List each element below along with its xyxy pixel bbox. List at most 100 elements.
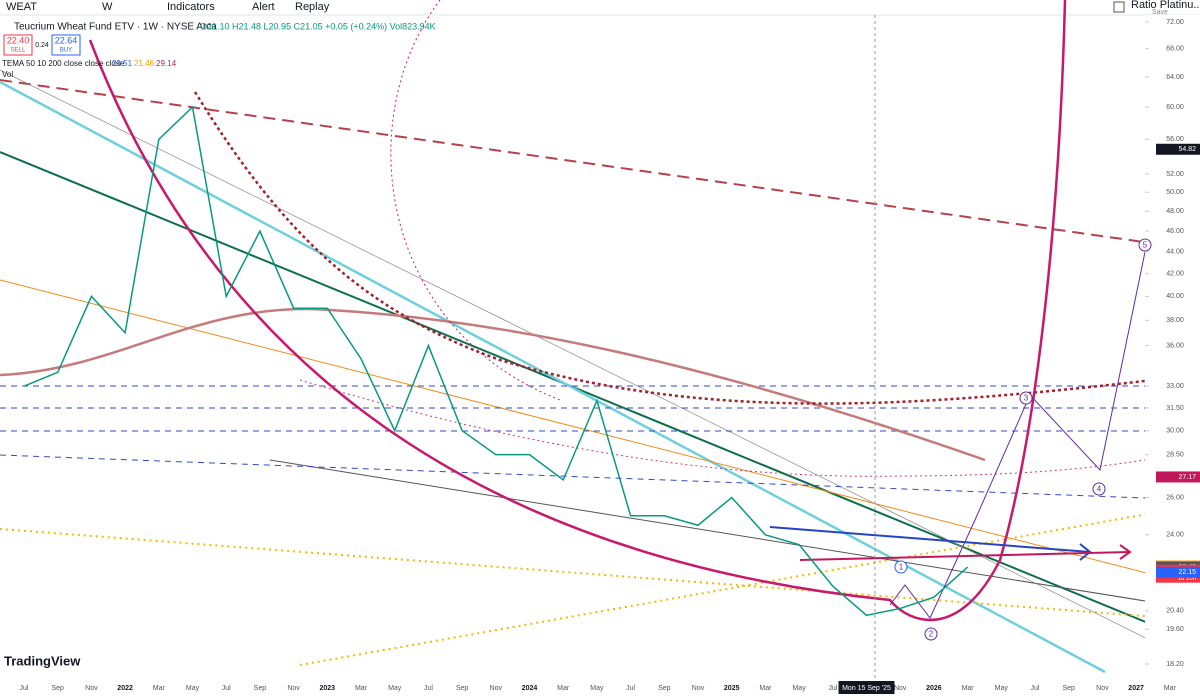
x-tick-label: 2026	[926, 685, 942, 692]
y-tick-label: 50.00	[1166, 189, 1184, 196]
trendline	[0, 528, 1171, 619]
trendline	[0, 80, 1106, 674]
x-tick-label: Jul	[1031, 685, 1040, 692]
legend-title: Teucrium Wheat Fund ETV · 1W · NYSE Arca	[14, 22, 217, 33]
wave-label: 3	[1024, 394, 1029, 403]
price-tag-sub: 1d 10h	[1178, 576, 1196, 582]
x-tick-label: Nov	[1096, 685, 1109, 692]
price-tag	[1156, 143, 1200, 155]
price-tag-label: 54.82	[1178, 146, 1196, 153]
indicators[interactable]: Indicators	[167, 1, 215, 13]
y-tick-label: 24.00	[1166, 532, 1184, 539]
price-tag	[1156, 566, 1200, 578]
sell-price[interactable]: 22.40	[7, 35, 30, 45]
wave-marker	[924, 627, 938, 641]
x-tick-label: Sep	[254, 685, 267, 692]
trendline	[0, 69, 1171, 651]
x-tick-label: Sep	[51, 685, 64, 692]
time-axis	[0, 680, 1200, 695]
volume-label: Vol	[2, 70, 13, 79]
y-tick-label: 72.00	[1166, 19, 1184, 26]
x-tick-label: Nov	[692, 685, 705, 692]
interval[interactable]: W	[102, 1, 113, 13]
indicator-name: TEMA 50 10 200 close close close	[2, 59, 125, 68]
y-tick-label: 18.20	[1166, 661, 1184, 668]
x-tick-label: Mar	[962, 685, 975, 692]
x-tick-label: Mar	[355, 685, 368, 692]
price-tag-label: 27.17	[1178, 474, 1196, 481]
buy-label[interactable]: BUY	[60, 48, 72, 54]
wave-label: 2	[929, 630, 934, 639]
y-tick-label: 31.50	[1166, 405, 1184, 412]
y-tick-label: 38.00	[1166, 317, 1184, 324]
x-tick-label: Jul	[222, 685, 231, 692]
trendline	[299, 509, 1171, 666]
legend-ohlc: O21.10 H21.48 L20.95 C21.05 +0.05 (+0.24…	[200, 21, 436, 31]
moving-average	[0, 307, 986, 462]
x-tick-label: May	[995, 685, 1009, 692]
wave-marker	[1138, 238, 1152, 252]
arrow-head	[1119, 544, 1132, 560]
logo: TradingView	[4, 653, 81, 668]
price-tag-label: 22.15	[1178, 569, 1196, 576]
y-tick-label: 20.40	[1166, 608, 1184, 615]
x-tick-label: Nov	[894, 685, 907, 692]
trendline	[269, 459, 1171, 606]
layout-name[interactable]: Ratio Platinu...	[1131, 0, 1200, 11]
wave-label: 5	[1143, 241, 1148, 250]
save[interactable]: Save	[1152, 9, 1168, 16]
y-tick-label: 26.00	[1166, 494, 1184, 501]
y-tick-label: 46.00	[1166, 228, 1184, 235]
indicator-value: 21.46	[134, 59, 155, 68]
trendline	[0, 79, 1200, 251]
spread: 0.24	[35, 42, 49, 49]
y-tick-label: 19.60	[1166, 626, 1184, 633]
y-tick-label: 30.00	[1166, 428, 1184, 435]
curve	[299, 379, 1171, 477]
x-tick-label: Sep	[658, 685, 671, 692]
price-tag	[1156, 471, 1200, 483]
sell-label[interactable]: SELL	[11, 48, 26, 54]
x-tick-label: Nov	[85, 685, 98, 692]
indicator-value: 23.51	[112, 59, 133, 68]
x-tick-label: Sep	[456, 685, 469, 692]
y-tick-label: 42.00	[1166, 270, 1184, 277]
crosshair-label-bg	[838, 681, 895, 694]
wave-marker	[1092, 482, 1106, 496]
x-tick-label: Jul	[828, 685, 837, 692]
wave-label: 1	[899, 563, 904, 572]
x-tick-label: Jul	[424, 685, 433, 692]
x-tick-label: Jul	[20, 685, 29, 692]
y-tick-label: 44.00	[1166, 249, 1184, 256]
x-tick-label: May	[186, 685, 200, 692]
x-tick-label: Jul	[626, 685, 635, 692]
layout-icon[interactable]	[1113, 1, 1125, 13]
alert[interactable]: Alert	[252, 1, 275, 13]
y-tick-label: 56.00	[1166, 136, 1184, 143]
drawings	[0, 0, 1200, 680]
crosshair-label: Mon 15 Sep '25	[842, 685, 891, 692]
y-tick-label: 52.00	[1166, 171, 1184, 178]
arc	[390, 0, 561, 401]
wave-label: 4	[1097, 485, 1102, 494]
wave	[889, 251, 1146, 619]
symbol[interactable]: WEAT	[6, 1, 37, 13]
sell-button[interactable]	[3, 34, 33, 56]
buy-button[interactable]	[51, 34, 81, 56]
x-tick-label: 2025	[724, 685, 740, 692]
x-tick-label: Nov	[287, 685, 300, 692]
y-tick-label: 40.00	[1166, 293, 1184, 300]
x-tick-label: May	[388, 685, 402, 692]
replay[interactable]: Replay	[295, 1, 330, 13]
x-tick-label: May	[590, 685, 604, 692]
x-tick-label: Mar	[759, 685, 772, 692]
y-tick-label: 28.50	[1166, 451, 1184, 458]
x-tick-label: Mar	[557, 685, 570, 692]
y-tick-label: 60.00	[1166, 104, 1184, 111]
y-tick-label: 33.00	[1166, 383, 1184, 390]
wave-marker	[1019, 391, 1033, 405]
buy-price[interactable]: 22.64	[55, 35, 78, 45]
curve	[193, 91, 1171, 405]
